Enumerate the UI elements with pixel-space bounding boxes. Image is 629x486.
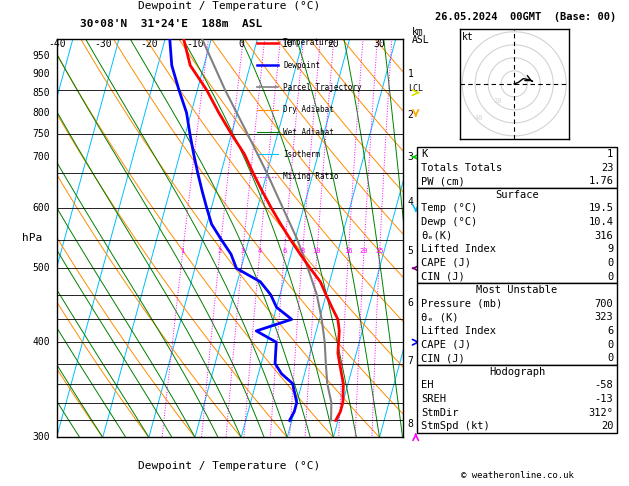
Text: hPa: hPa <box>22 233 43 243</box>
Text: 323: 323 <box>594 312 613 322</box>
Text: 300: 300 <box>32 433 50 442</box>
Text: Surface: Surface <box>495 190 539 200</box>
Text: CAPE (J): CAPE (J) <box>421 258 470 268</box>
Text: 7: 7 <box>408 356 414 366</box>
Text: 6: 6 <box>408 298 414 308</box>
Text: Dewpoint / Temperature (°C): Dewpoint / Temperature (°C) <box>138 1 321 11</box>
Text: 0: 0 <box>607 353 613 363</box>
Text: 20: 20 <box>360 248 368 254</box>
Text: 5: 5 <box>408 246 414 256</box>
Text: 400: 400 <box>32 337 50 347</box>
Text: 850: 850 <box>32 87 50 98</box>
Text: LCL: LCL <box>408 84 423 93</box>
Text: EH: EH <box>421 381 433 390</box>
Text: StmDir: StmDir <box>421 408 459 417</box>
Text: 700: 700 <box>594 299 613 309</box>
Text: Dry Adiabat: Dry Adiabat <box>283 105 334 114</box>
Text: 23: 23 <box>601 163 613 173</box>
Text: Pressure (mb): Pressure (mb) <box>421 299 502 309</box>
Text: 0: 0 <box>607 258 613 268</box>
Text: 1: 1 <box>181 248 184 254</box>
Text: 8: 8 <box>300 248 304 254</box>
Text: Wet Adiabat: Wet Adiabat <box>283 128 334 137</box>
Text: θₑ (K): θₑ (K) <box>421 312 459 322</box>
Text: Isotherm: Isotherm <box>283 150 320 159</box>
Text: 950: 950 <box>32 51 50 61</box>
Text: Lifted Index: Lifted Index <box>421 326 496 336</box>
Text: 750: 750 <box>32 129 50 139</box>
Text: 30: 30 <box>374 39 386 49</box>
Text: 8: 8 <box>408 419 414 430</box>
Text: θₑ(K): θₑ(K) <box>421 231 452 241</box>
Text: 312°: 312° <box>588 408 613 417</box>
Text: 20: 20 <box>493 98 502 104</box>
Text: Parcel Trajectory: Parcel Trajectory <box>283 83 362 92</box>
Text: Dewpoint: Dewpoint <box>283 61 320 69</box>
Text: 900: 900 <box>32 69 50 79</box>
Text: 500: 500 <box>32 263 50 273</box>
Text: 30°08'N  31°24'E  188m  ASL: 30°08'N 31°24'E 188m ASL <box>80 19 262 29</box>
Text: km: km <box>412 27 424 36</box>
Text: -30: -30 <box>94 39 111 49</box>
Text: 1: 1 <box>607 149 613 159</box>
Text: Mixing Ratio: Mixing Ratio <box>283 172 338 181</box>
Text: CIN (J): CIN (J) <box>421 353 465 363</box>
Text: 1: 1 <box>408 69 414 80</box>
Text: Most Unstable: Most Unstable <box>476 285 558 295</box>
Text: 4: 4 <box>408 197 414 208</box>
Text: 1.76: 1.76 <box>588 176 613 186</box>
Text: -10: -10 <box>186 39 204 49</box>
Text: 600: 600 <box>32 203 50 213</box>
Text: Mixing Ratio (g/kg): Mixing Ratio (g/kg) <box>419 191 428 286</box>
Text: 2: 2 <box>408 110 414 120</box>
Text: Dewpoint / Temperature (°C): Dewpoint / Temperature (°C) <box>138 461 321 471</box>
Text: 700: 700 <box>32 152 50 162</box>
Text: Totals Totals: Totals Totals <box>421 163 502 173</box>
Text: 316: 316 <box>594 231 613 241</box>
Text: 0: 0 <box>607 340 613 349</box>
Text: 0: 0 <box>607 272 613 281</box>
Text: 16: 16 <box>344 248 353 254</box>
Text: 10: 10 <box>313 248 321 254</box>
Text: 6: 6 <box>282 248 286 254</box>
Text: 9: 9 <box>607 244 613 254</box>
Text: -40: -40 <box>48 39 65 49</box>
Text: 4: 4 <box>257 248 262 254</box>
Text: Temperature: Temperature <box>283 38 334 47</box>
Text: 3: 3 <box>240 248 245 254</box>
Text: 40: 40 <box>475 115 484 122</box>
Text: 3: 3 <box>408 152 414 162</box>
Text: PW (cm): PW (cm) <box>421 176 465 186</box>
Text: -20: -20 <box>140 39 158 49</box>
Text: 25: 25 <box>376 248 384 254</box>
Text: Lifted Index: Lifted Index <box>421 244 496 254</box>
Text: SREH: SREH <box>421 394 446 404</box>
Text: 6: 6 <box>607 326 613 336</box>
Text: 0: 0 <box>238 39 244 49</box>
Text: 20: 20 <box>601 421 613 431</box>
Text: 2: 2 <box>218 248 222 254</box>
Text: 26.05.2024  00GMT  (Base: 00): 26.05.2024 00GMT (Base: 00) <box>435 12 616 22</box>
Text: © weatheronline.co.uk: © weatheronline.co.uk <box>460 471 574 480</box>
Text: 19.5: 19.5 <box>588 204 613 213</box>
Text: -58: -58 <box>594 381 613 390</box>
Text: CIN (J): CIN (J) <box>421 272 465 281</box>
Text: CAPE (J): CAPE (J) <box>421 340 470 349</box>
Text: 10: 10 <box>281 39 293 49</box>
Text: Dewp (°C): Dewp (°C) <box>421 217 477 227</box>
Text: ASL: ASL <box>412 35 430 45</box>
Text: Hodograph: Hodograph <box>489 367 545 377</box>
Text: 20: 20 <box>328 39 339 49</box>
Text: 800: 800 <box>32 108 50 118</box>
Text: kt: kt <box>462 33 474 42</box>
Text: 10.4: 10.4 <box>588 217 613 227</box>
Text: K: K <box>421 149 427 159</box>
Text: -13: -13 <box>594 394 613 404</box>
Text: Temp (°C): Temp (°C) <box>421 204 477 213</box>
Text: StmSpd (kt): StmSpd (kt) <box>421 421 489 431</box>
